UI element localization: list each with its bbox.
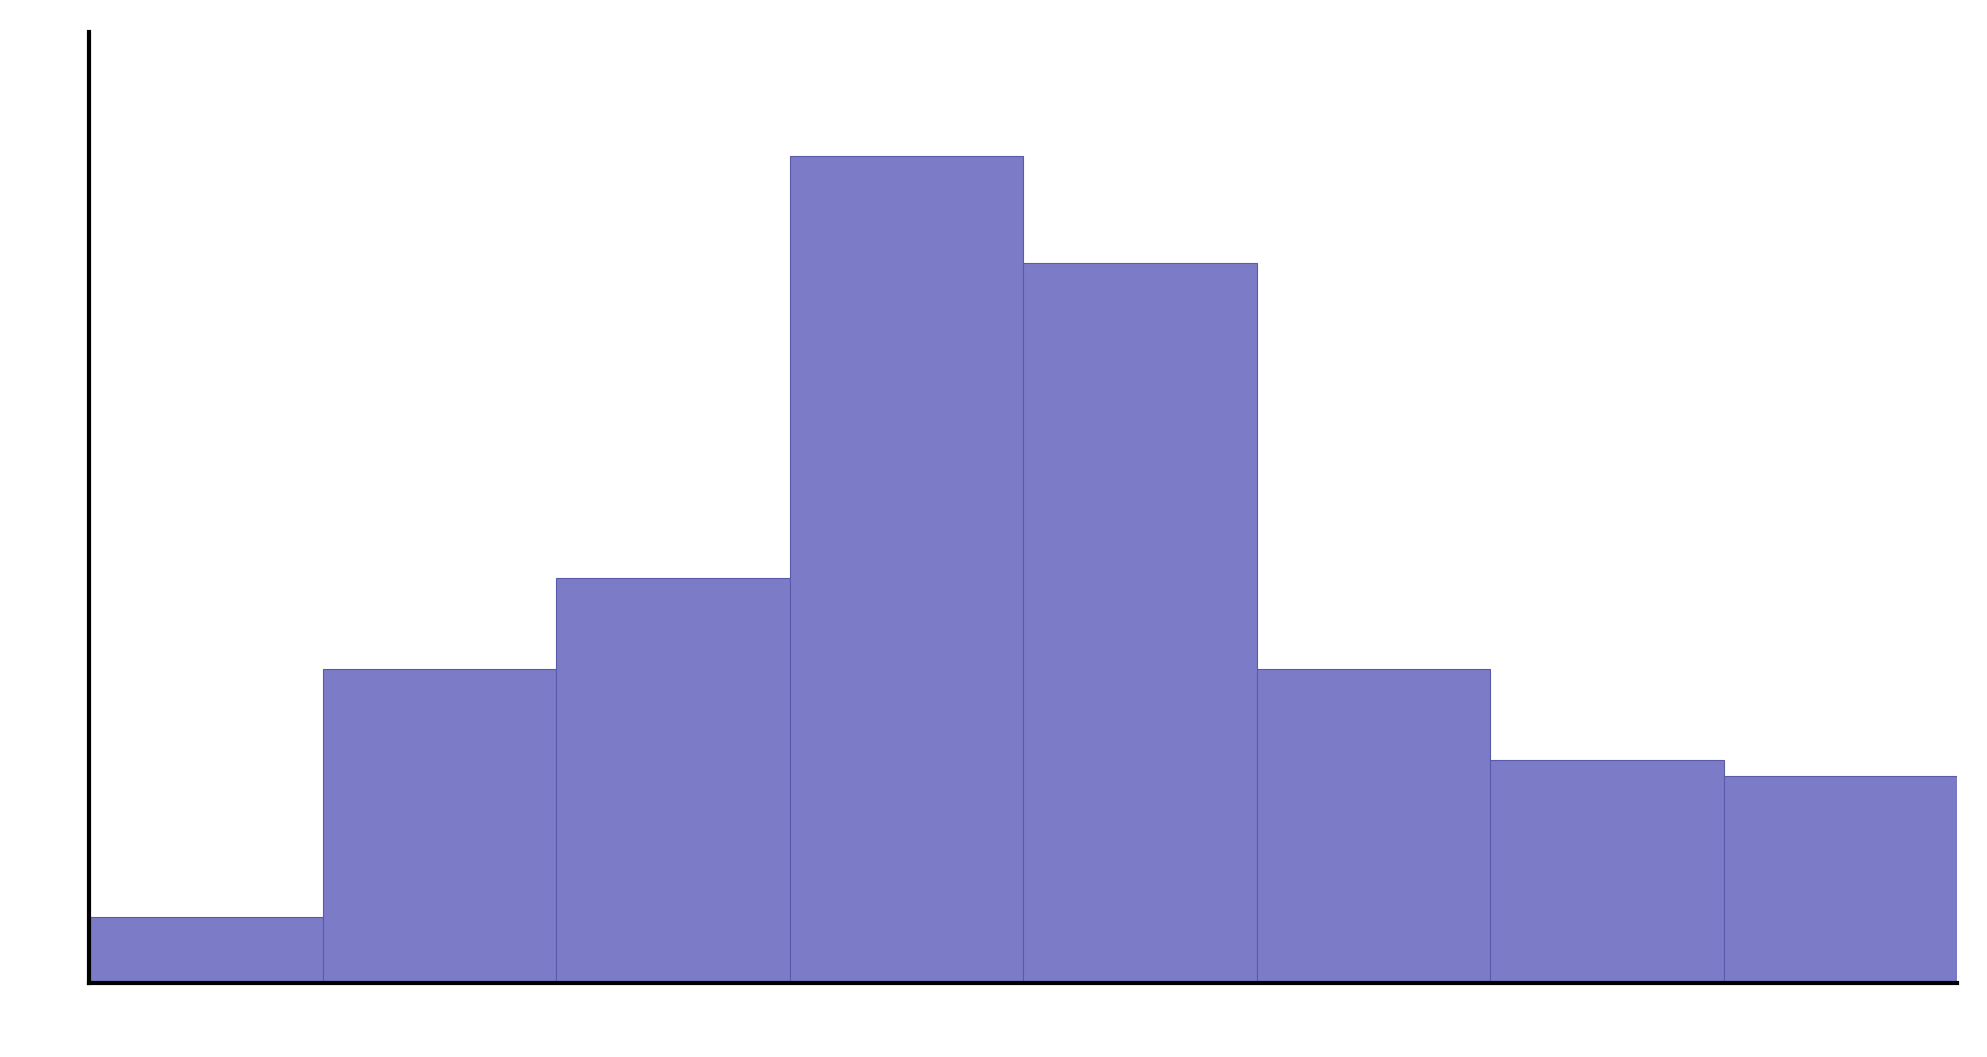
Bar [89, 916, 322, 983]
Bar [1256, 669, 1490, 983]
Bar [1023, 263, 1256, 983]
Bar [789, 155, 1023, 983]
Bar [322, 669, 556, 983]
Bar [1490, 760, 1725, 983]
Bar [556, 578, 789, 983]
Bar [1723, 776, 1957, 983]
